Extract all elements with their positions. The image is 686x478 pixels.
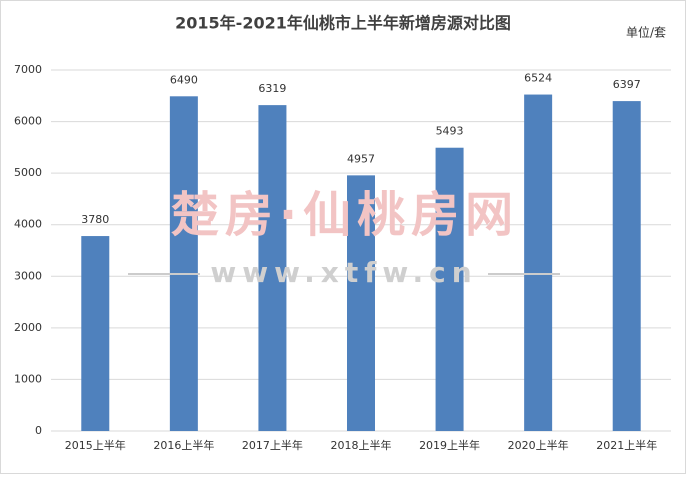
x-tick-label: 2018上半年 (331, 438, 392, 452)
data-label: 4957 (347, 152, 375, 165)
unit-label: 单位/套 (626, 25, 666, 40)
data-label: 6319 (258, 82, 286, 95)
data-label: 3780 (81, 213, 109, 226)
plot-area: 0 1000 2000 3000 4000 5000 6000 7000 2015上半年 3780… (14, 63, 671, 452)
x-tick-label: 2016上半年 (153, 438, 214, 452)
x-tick-label: 2019上半年 (419, 438, 480, 452)
x-tick-label: 2017上半年 (242, 438, 303, 452)
bar (81, 236, 110, 431)
watermark-url: www.xtfw.cn (210, 256, 477, 289)
y-tick-label: 7000 (14, 63, 42, 76)
y-tick-label: 6000 (14, 115, 42, 128)
data-label: 5493 (436, 125, 464, 138)
x-tick-label: 2015上半年 (65, 438, 126, 452)
bar (435, 147, 464, 431)
y-tick-label: 3000 (14, 269, 42, 282)
y-tick-label: 4000 (14, 218, 42, 231)
watermark-brand: 楚房·仙桃房网 (171, 187, 519, 243)
data-label: 6397 (613, 78, 641, 91)
bar (612, 101, 641, 432)
y-tick-label: 2000 (14, 321, 42, 334)
y-tick-label: 0 (35, 424, 42, 437)
bar (258, 105, 287, 431)
y-tick-label: 5000 (14, 166, 42, 179)
bar (524, 94, 553, 431)
chart-title: 2015年-2021年仙桃市上半年新增房源对比图 (175, 14, 511, 33)
x-tick-label: 2020上半年 (508, 438, 569, 452)
data-label: 6490 (170, 73, 198, 86)
bar (169, 96, 198, 432)
y-tick-label: 1000 (14, 372, 42, 385)
bar (347, 175, 375, 431)
x-tick-label: 2021上半年 (596, 438, 657, 452)
data-label: 6524 (524, 72, 552, 85)
